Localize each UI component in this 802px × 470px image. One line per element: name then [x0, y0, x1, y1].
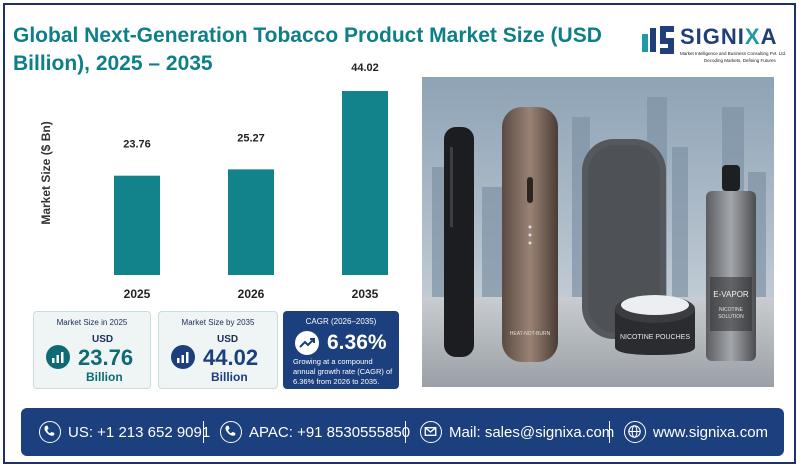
bar-2035 [342, 91, 388, 275]
outer-frame [3, 3, 796, 464]
y-axis-label: Market Size ($ Bn) [39, 121, 53, 224]
card-label: Market Size by 2035 [181, 318, 255, 327]
logo-tagline: Decoding Markets, Defining Futures [704, 58, 776, 63]
card-currency: USD [92, 334, 114, 345]
bar-chart: Market Size ($ Bn) 23.76 2025 25.27 2026 44.… [39, 62, 388, 301]
card-unit: Billion [211, 370, 248, 384]
card-value: 44.02 [203, 345, 259, 370]
bottle-label-1: E-VAPOR [713, 290, 749, 299]
x-tick-2026: 2026 [238, 287, 265, 301]
bar-2025 [114, 175, 160, 275]
footer-separator [609, 421, 610, 443]
footer-separator [203, 421, 204, 443]
cagr-value: 6.36% [327, 331, 387, 354]
bottle-label-3: SOLUTION [718, 314, 744, 320]
sales-email[interactable]: Mail: sales@signixa.com [420, 408, 614, 456]
logo-mark-icon [642, 26, 674, 54]
card-unit: Billion [86, 370, 123, 384]
x-tick-2035: 2035 [352, 287, 379, 301]
apac-phone[interactable]: APAC: +91 8530555850 [220, 408, 410, 456]
website-link[interactable]: www.signixa.com [624, 408, 768, 456]
cagr-card: CAGR (2026–2035) 6.36% Growing at a comp… [283, 311, 399, 389]
data-label-2025: 23.76 [123, 139, 151, 151]
us-phone[interactable]: US: +1 213 652 9091 [39, 408, 210, 456]
phone-icon [39, 421, 61, 443]
footer-separator [405, 421, 406, 443]
pouch-label: NICOTINE POUCHES [620, 334, 690, 341]
page-title: Global Next-Generation Tobacco Product M… [13, 24, 602, 75]
market-size-2035-card: Market Size by 2035 USD 44.02 Billion [158, 311, 278, 389]
card-currency: USD [217, 334, 239, 345]
signixa-logo: SIGNIXA Market Intelligence and Business… [640, 18, 790, 68]
growth-chart-icon [46, 345, 70, 369]
bar-2026 [228, 169, 274, 275]
market-size-2025-card: Market Size in 2025 USD 23.76 Billion [33, 311, 151, 389]
bottle-label-2: NICOTINE [719, 307, 744, 313]
cagr-description: Growing at a compound annual growth rate… [293, 357, 393, 386]
data-label-2026: 25.27 [237, 132, 265, 144]
product-photo: HEAT-NOT-BURN NICOTINE POUCHES E-VAPOR N… [422, 77, 774, 387]
cagr-label: CAGR (2026–2035) [305, 317, 377, 326]
data-label-2035: 44.02 [351, 62, 379, 74]
device-label: HEAT-NOT-BURN [510, 331, 551, 337]
trend-up-icon [295, 331, 319, 355]
card-label: Market Size in 2025 [56, 318, 128, 327]
mail-icon [420, 421, 442, 443]
growth-chart-icon [171, 345, 195, 369]
logo-subtitle: Market Intelligence and Business Consult… [680, 51, 787, 56]
logo-wordmark: SIGNIXA [680, 24, 778, 49]
contact-footer: US: +1 213 652 9091 APAC: +91 8530555850… [21, 408, 784, 456]
globe-icon [624, 421, 646, 443]
phone-icon [220, 421, 242, 443]
x-tick-2025: 2025 [124, 287, 151, 301]
card-value: 23.76 [78, 345, 134, 370]
